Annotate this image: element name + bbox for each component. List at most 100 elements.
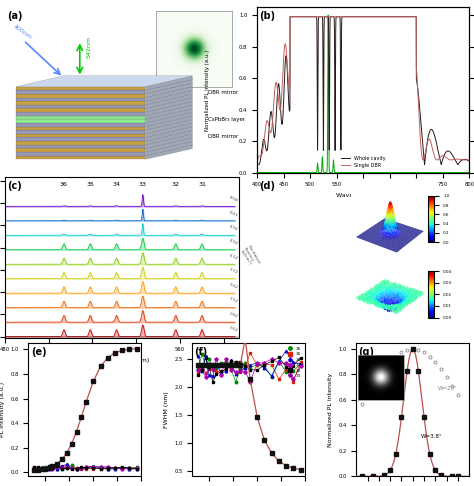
34: [199, 368, 205, 374]
35: [255, 362, 260, 368]
36: [269, 374, 274, 380]
Text: 31: 31: [198, 182, 206, 187]
Text: 2.82: 2.82: [228, 311, 239, 319]
36: [242, 360, 248, 366]
Polygon shape: [146, 138, 192, 152]
32: [298, 355, 303, 361]
32: [223, 366, 229, 372]
Text: (a): (a): [7, 11, 23, 20]
35: [223, 365, 229, 371]
Polygon shape: [146, 116, 192, 130]
Polygon shape: [146, 130, 192, 145]
Polygon shape: [146, 98, 192, 112]
34: [223, 368, 229, 374]
Legend: Whole cavity, Single DBR: Whole cavity, Single DBR: [338, 154, 388, 170]
32: [203, 362, 209, 368]
36: [214, 365, 219, 371]
34: [262, 365, 267, 371]
32: [233, 359, 238, 365]
34: [195, 353, 201, 359]
Polygon shape: [17, 108, 146, 112]
32: [223, 362, 229, 368]
Polygon shape: [17, 148, 146, 152]
34: [276, 358, 282, 364]
Polygon shape: [146, 87, 192, 101]
32: [219, 368, 224, 374]
33: [219, 372, 224, 378]
Polygon shape: [17, 156, 146, 159]
36: [203, 363, 209, 369]
Text: W=3.8°: W=3.8°: [421, 434, 443, 439]
X-axis label: Wavelength (nm): Wavelength (nm): [95, 358, 149, 363]
Text: 400nm: 400nm: [12, 24, 33, 40]
36: [199, 351, 205, 357]
35: [214, 368, 219, 374]
Polygon shape: [17, 112, 146, 116]
35: [291, 379, 296, 384]
Text: 34: 34: [112, 182, 120, 187]
32: [255, 367, 260, 373]
32: [228, 362, 234, 368]
Line: 33: 33: [197, 357, 302, 383]
36: [247, 364, 253, 370]
Polygon shape: [17, 98, 146, 101]
33: [237, 368, 243, 374]
Text: (f): (f): [195, 347, 208, 357]
Text: DBR mirror: DBR mirror: [208, 134, 238, 139]
35: [219, 370, 224, 376]
34: [210, 373, 216, 379]
32: [199, 366, 205, 372]
33: [233, 369, 238, 375]
35: [203, 370, 209, 376]
Text: CsPbBr₃ layer: CsPbBr₃ layer: [208, 117, 245, 122]
36: [219, 360, 224, 365]
32: [291, 465, 296, 471]
33: [203, 374, 209, 380]
32: [210, 362, 216, 368]
35: [269, 362, 274, 368]
Polygon shape: [146, 94, 192, 108]
Polygon shape: [146, 83, 192, 98]
Text: 36: 36: [60, 182, 68, 187]
Polygon shape: [17, 141, 146, 145]
32: [242, 335, 248, 341]
32: [255, 415, 260, 420]
Legend: 36, 35, 34, 33, 32, 31: 36, 35, 34, 33, 32, 31: [286, 345, 303, 380]
34: [247, 362, 253, 368]
32: [291, 363, 296, 369]
Text: 3.12: 3.12: [228, 296, 239, 304]
33: [242, 369, 248, 375]
34: [242, 365, 248, 371]
33: [206, 361, 212, 366]
35: [228, 364, 234, 370]
Text: 35: 35: [86, 182, 94, 187]
Y-axis label: Normalized PL intensity (a.u.): Normalized PL intensity (a.u.): [205, 49, 210, 131]
Text: (c): (c): [7, 181, 22, 191]
36: [276, 359, 282, 364]
33: [210, 365, 216, 371]
Polygon shape: [146, 105, 192, 120]
Line: 32: 32: [197, 356, 302, 383]
Line: 34: 34: [197, 350, 302, 377]
32: [206, 364, 212, 370]
Text: DBR mirror: DBR mirror: [208, 89, 238, 95]
Polygon shape: [17, 126, 146, 130]
Polygon shape: [146, 127, 192, 141]
Text: (g): (g): [358, 347, 374, 357]
Text: W=20°: W=20°: [438, 386, 458, 391]
Polygon shape: [17, 145, 146, 148]
36: [195, 366, 201, 372]
Polygon shape: [17, 134, 146, 138]
Polygon shape: [17, 123, 146, 126]
36: [223, 359, 229, 365]
32: [214, 362, 219, 368]
Line: 36: 36: [197, 353, 302, 383]
32: [228, 359, 234, 364]
35: [210, 367, 216, 373]
32: [247, 376, 253, 382]
Line: 35: 35: [197, 352, 302, 383]
Polygon shape: [17, 76, 192, 87]
Y-axis label: Normalized PL intensity: Normalized PL intensity: [328, 372, 333, 447]
35: [262, 362, 267, 367]
36: [262, 363, 267, 369]
